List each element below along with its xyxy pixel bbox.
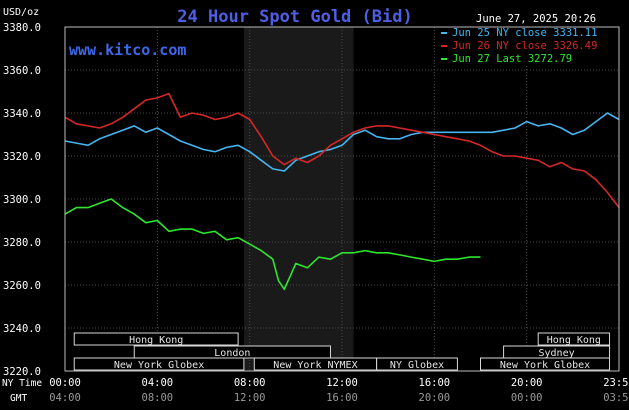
site-watermark: www.kitco.com xyxy=(69,41,186,59)
x-tick-label-ny: 23:59 xyxy=(603,377,629,389)
x-tick-label-gmt: 03:59 xyxy=(603,392,629,404)
market-band-label: NY Globex xyxy=(390,360,444,371)
market-band: London xyxy=(133,345,331,359)
y-tick-label: 3240.0 xyxy=(3,323,41,335)
x-axis: 00:00 04:00 04:00 08:00 08:00 12:00 12:00 16:00… xyxy=(2,377,629,404)
market-band: New York NYMEX xyxy=(253,357,378,371)
grid xyxy=(65,27,619,371)
legend-item: Jun 27 Last 3272.79 xyxy=(441,53,572,65)
y-tick-label: 3320.0 xyxy=(3,151,41,163)
x-tick-label-gmt: 16:00 xyxy=(326,392,358,404)
unit-label: USD/oz xyxy=(3,7,39,18)
legend-item: Jun 26 NY close 3326.49 xyxy=(441,40,597,52)
y-tick-label: 3260.0 xyxy=(3,280,41,292)
chart-title: 24 Hour Spot Gold (Bid) xyxy=(177,7,412,27)
x-row-label-gmt: GMT xyxy=(10,393,27,404)
y-axis: 3380.0 3360.0 3340.0 3320.0 3300.0 3280.0 3260… xyxy=(3,22,41,378)
x-tick-label-ny: 12:00 xyxy=(326,377,358,389)
x-tick-label-gmt: 00:00 xyxy=(511,392,543,404)
market-band-box xyxy=(73,332,239,346)
market-band: Hong Kong xyxy=(537,332,611,346)
market-band-box xyxy=(376,357,458,371)
market-band-label: London xyxy=(214,348,250,359)
market-band-label: New York Globex xyxy=(114,360,204,371)
x-tick-label-ny: 04:00 xyxy=(142,377,174,389)
market-bands: Hong Kong Hong Kong Sydney London New York G… xyxy=(73,332,611,371)
market-band-label: New York NYMEX xyxy=(273,360,357,371)
market-band-label: Hong Kong xyxy=(129,335,183,346)
market-band-box xyxy=(73,357,245,371)
legend-label: Jun 27 Last 3272.79 xyxy=(452,53,572,65)
series-layer xyxy=(64,92,620,291)
y-tick-label: 3360.0 xyxy=(3,65,41,77)
y-tick-label: 3340.0 xyxy=(3,108,41,120)
x-tick-label-gmt: 04:00 xyxy=(49,392,81,404)
datetime-stamp: June 27, 2025 20:26 xyxy=(476,13,596,25)
series-line xyxy=(64,92,620,209)
x-row-label-ny: NY Time xyxy=(2,378,42,389)
market-band-label: New York Globex xyxy=(500,360,590,371)
y-tick-label: 3220.0 xyxy=(3,366,41,378)
x-tick-label-ny: 08:00 xyxy=(234,377,266,389)
y-tick-label: 3280.0 xyxy=(3,237,41,249)
x-tick-label-ny: 00:00 xyxy=(49,377,81,389)
market-band: Sydney xyxy=(503,345,611,359)
market-band-label: Sydney xyxy=(538,348,574,359)
y-tick-label: 3300.0 xyxy=(3,194,41,206)
legend-box xyxy=(437,28,618,66)
market-band-box xyxy=(480,357,611,371)
market-band: NY Globex xyxy=(376,357,458,371)
x-tick-label-ny: 20:00 xyxy=(511,377,543,389)
market-band: New York Globex xyxy=(73,357,245,371)
y-tick-label: 3380.0 xyxy=(3,22,41,34)
market-band-label: Hong Kong xyxy=(547,335,601,346)
market-band: New York Globex xyxy=(480,357,611,371)
plot-border xyxy=(64,26,620,372)
market-band: Hong Kong xyxy=(73,332,239,346)
legend-item: Jun 25 NY close 3331.11 xyxy=(441,27,597,39)
x-tick-label-gmt: 08:00 xyxy=(142,392,174,404)
legend-label: Jun 26 NY close 3326.49 xyxy=(452,40,597,52)
x-tick-label-gmt: 20:00 xyxy=(419,392,451,404)
series-line xyxy=(64,198,481,291)
x-tick-label-ny: 16:00 xyxy=(419,377,451,389)
series-line xyxy=(64,112,620,172)
market-band-box xyxy=(537,332,611,346)
x-tick-label-gmt: 12:00 xyxy=(234,392,266,404)
legend-label: Jun 25 NY close 3331.11 xyxy=(452,27,597,39)
